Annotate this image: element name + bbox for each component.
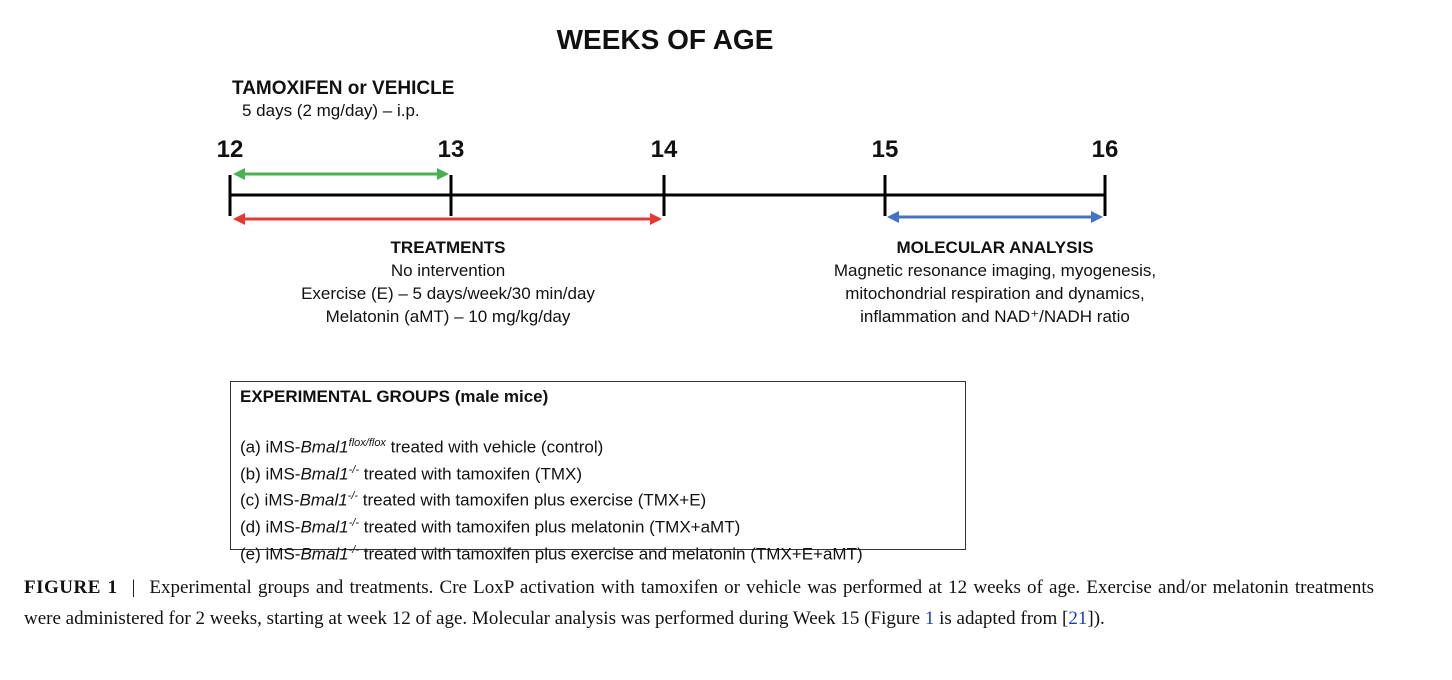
treatments-block: TREATMENTS No intervention Exercise (E) …: [248, 236, 648, 328]
analysis-line: Magnetic resonance imaging, myogenesis,: [833, 261, 1157, 280]
timeline-axis: [228, 175, 1107, 216]
reference-link[interactable]: 21: [1068, 608, 1088, 629]
figure-label: FIGURE 1: [24, 577, 118, 598]
group-item: (e) iMS-Bmal1-/- treated with tamoxifen …: [240, 543, 863, 564]
diagram-title: WEEKS OF AGE: [556, 24, 774, 55]
tamoxifen-dose: 5 days (2 mg/day) – i.p.: [242, 101, 420, 120]
treatment-arrow: [233, 213, 662, 225]
analysis-arrow: [887, 211, 1103, 223]
group-item: (b) iMS-Bmal1-/- treated with tamoxifen …: [240, 463, 582, 484]
treatment-line: Melatonin (aMT) – 10 mg/kg/day: [325, 307, 571, 326]
figure-link[interactable]: 1: [924, 608, 935, 629]
group-item: (a) iMS-Bmal1flox/flox treated with vehi…: [240, 437, 604, 457]
treatment-line: Exercise (E) – 5 days/week/30 min/day: [301, 284, 595, 303]
caption-text: Experimental groups and treatments. Cre …: [24, 577, 1374, 629]
analysis-block: MOLECULAR ANALYSIS Magnetic resonance im…: [790, 236, 1200, 328]
week-label-16: 16: [1091, 136, 1119, 163]
analysis-line: inflammation and NAD⁺/NADH ratio: [860, 307, 1130, 326]
timeline-graphic: [228, 168, 1107, 225]
week-label-14: 14: [650, 136, 678, 163]
week-label-12: 12: [216, 136, 244, 163]
figure-caption: FIGURE 1 | Experimental groups and treatme…: [24, 572, 1374, 634]
caption-text-end: ]).: [1087, 608, 1105, 629]
treatments-heading: TREATMENTS: [390, 238, 506, 257]
groups-list: (a) iMS-Bmal1flox/flox treated with vehi…: [240, 432, 863, 565]
caption-separator: |: [131, 577, 136, 598]
groups-heading: EXPERIMENTAL GROUPS (male mice): [240, 387, 549, 406]
analysis-heading: MOLECULAR ANALYSIS: [896, 238, 1094, 257]
group-item: (c) iMS-Bmal1-/- treated with tamoxifen …: [240, 490, 707, 510]
week-label-13: 13: [437, 136, 465, 163]
group-item: (d) iMS-Bmal1-/- treated with tamoxifen …: [240, 516, 741, 537]
analysis-line: mitochondrial respiration and dynamics,: [845, 284, 1145, 303]
tamoxifen-arrow: [233, 168, 449, 180]
caption-text-mid: is adapted from [: [934, 608, 1069, 629]
treatment-line: No intervention: [390, 261, 506, 280]
tamoxifen-heading: TAMOXIFEN or VEHICLE: [232, 78, 455, 99]
experimental-groups-box: EXPERIMENTAL GROUPS (male mice) (a) iMS-…: [230, 381, 966, 563]
week-label-15: 15: [871, 136, 899, 163]
